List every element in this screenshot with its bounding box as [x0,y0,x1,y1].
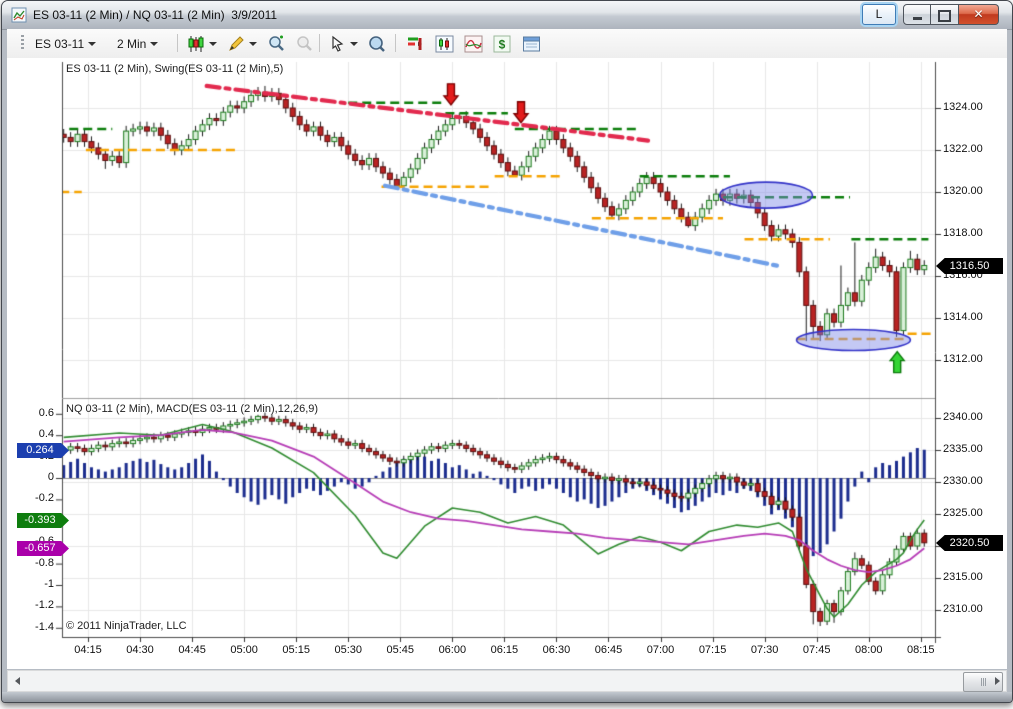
chevron-down-icon [209,41,217,46]
window-title: ES 03-11 (2 Min) / NQ 03-11 (2 Min) 3/9/… [33,8,278,22]
svg-text:$: $ [499,37,506,51]
crosshair-button[interactable] [363,33,390,54]
indicator-wave-icon [464,35,483,52]
data-series-button[interactable] [402,33,429,54]
zoom-in-icon [269,35,284,51]
close-button[interactable]: ✕ [959,4,999,25]
restore-button[interactable] [931,4,959,25]
scroll-right-button[interactable] [988,671,1006,691]
mini-chart-icon [435,35,454,52]
close-icon: ✕ [973,7,984,21]
chart-window-icon[interactable] [11,7,27,23]
interval-label: 2 Min [117,36,147,51]
candlestick-style-icon [188,35,204,52]
chevron-down-icon [88,41,97,46]
chart-window-button[interactable] [431,33,458,54]
title-bar: ES 03-11 (2 Min) / NQ 03-11 (2 Min) 3/9/… [2,1,1012,30]
zoom-in-button[interactable] [263,33,290,54]
toolbar: ES 03-11 2 Min [7,29,1007,59]
minimize-button[interactable] [903,4,931,25]
interval-selector[interactable]: 2 Min [113,33,162,54]
pencil-icon [229,35,244,51]
window-bottom-frame [2,692,1012,702]
chevron-down-icon [150,41,159,46]
data-series-icon [408,37,422,50]
restore-icon [938,10,951,22]
cursor-tool-button[interactable] [325,33,362,54]
instrument-selector[interactable]: ES 03-11 [31,33,100,54]
link-button[interactable]: L [862,4,896,25]
chart-style-button[interactable] [183,33,221,54]
drawing-tools-button[interactable] [223,33,261,54]
toolbar-separator [319,34,320,52]
toolbar-grip-handle[interactable] [21,35,24,51]
toolbar-separator [395,34,396,52]
dollar-icon: $ [493,35,511,52]
cursor-icon [332,35,344,52]
properties-button[interactable] [518,33,545,54]
indicators-button[interactable] [460,33,487,54]
scroll-left-icon [14,677,20,685]
zoom-out-button[interactable] [291,33,318,54]
minimize-icon [912,17,922,20]
zoom-out-icon [297,35,312,51]
toolbar-separator [177,34,178,52]
scroll-left-button[interactable] [8,671,26,691]
properties-panel-icon [523,36,540,51]
scroll-right-icon [994,677,1000,685]
chevron-down-icon [249,41,257,46]
chevron-down-icon [350,41,358,46]
chart-plot-area[interactable] [62,62,935,637]
horizontal-scrollbar[interactable] [7,670,1007,692]
instrument-label: ES 03-11 [35,36,85,51]
magnifier-icon [369,35,385,52]
account-data-button[interactable]: $ [489,33,515,54]
